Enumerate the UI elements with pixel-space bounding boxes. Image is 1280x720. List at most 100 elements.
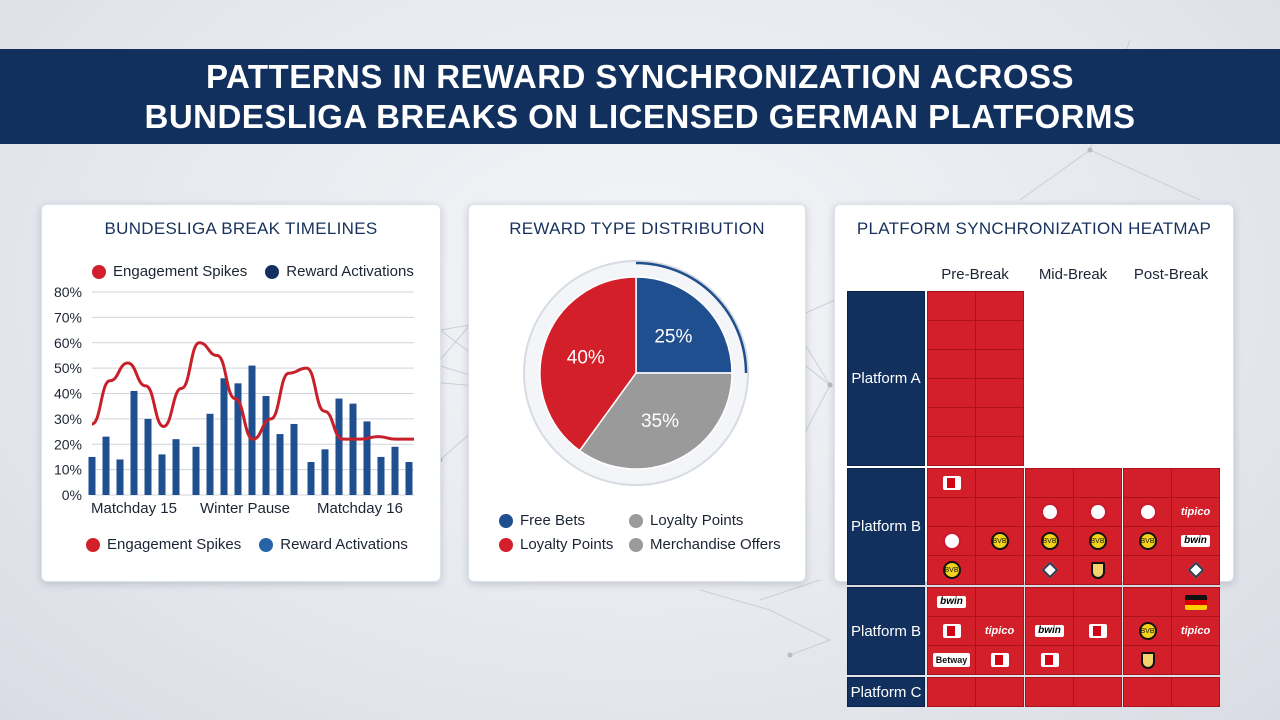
bundesliga-logo-icon	[942, 624, 961, 638]
heatmap-cell	[927, 407, 976, 437]
heatmap-cell	[927, 616, 976, 646]
heatmap-cell	[1171, 645, 1220, 675]
heatmap-cell	[1025, 555, 1074, 585]
pie-slice-label: 35%	[641, 411, 679, 432]
reward-activation-bar	[405, 462, 413, 495]
heatmap-cell	[927, 497, 976, 527]
x-category-label: Matchday 16	[317, 500, 403, 517]
y-tick-label: 10%	[54, 462, 82, 478]
heatmap-cell	[1025, 497, 1074, 527]
heatmap-cell: bwin	[927, 587, 976, 617]
legend-red-dot	[92, 264, 106, 279]
fc-bayern-crest-icon	[1040, 503, 1059, 521]
heatmap-cell	[1073, 616, 1122, 646]
hsv-crest-icon	[1187, 561, 1204, 579]
heatmap-row-header: Platform A	[847, 291, 925, 466]
heatmap-cell	[927, 468, 976, 498]
timeline-chart: 0% 10% 20% 30% 40% 50% 60% 70% 80% Matchday 15 Win…	[54, 284, 414, 517]
heatmap-cell	[975, 349, 1024, 379]
heatmap-cell	[1025, 587, 1074, 617]
heatmap-cell	[1123, 497, 1172, 527]
heatmap-cell	[1025, 645, 1074, 675]
bundesliga-logo-icon	[1040, 653, 1059, 667]
heatmap-cell	[975, 468, 1024, 498]
reward-activation-bar	[290, 423, 298, 495]
heatmap-cell: tipico	[1171, 497, 1220, 527]
timeline-panel: BUNDESLIGA BREAK TIMELINES Engagement Sp…	[41, 204, 441, 582]
bvb-crest-icon: BVB	[1138, 622, 1157, 640]
heatmap-cell	[975, 320, 1024, 350]
bundesliga-logo-icon	[1088, 624, 1107, 638]
y-tick-label: 80%	[54, 284, 82, 300]
reward-activation-bar	[363, 421, 371, 495]
pie-chart: 25% 35% 40%	[523, 260, 749, 486]
heatmap-cell	[927, 291, 976, 321]
bwin-logo: bwin	[1035, 625, 1064, 637]
heatmap-cell	[975, 645, 1024, 675]
pie-legend-item-1: Free Bets	[499, 512, 585, 529]
y-tick-label: 50%	[54, 360, 82, 376]
reward-activation-bar	[349, 403, 357, 495]
legend-reward-activations: Reward Activations	[265, 263, 414, 280]
y-tick-label: 70%	[54, 309, 82, 325]
title-line-2: BUNDESLIGA BREAKS ON LICENSED GERMAN PLA…	[144, 97, 1136, 135]
reward-activation-bar	[192, 446, 200, 495]
heatmap-cell	[1123, 555, 1172, 585]
heatmap-cell: Betway	[927, 645, 976, 675]
pie-slice	[635, 276, 733, 374]
bwin-logo: bwin	[937, 596, 966, 608]
y-tick-label: 40%	[54, 386, 82, 402]
x-category-label: Matchday 15	[91, 500, 177, 517]
pie-legend-dot-1	[499, 513, 513, 528]
heatmap-cell: BVB	[1073, 526, 1122, 556]
betway-logo: Betway	[932, 653, 971, 667]
pie-legend-label-2: Loyalty Points	[650, 512, 744, 529]
reward-activation-bar	[116, 459, 124, 495]
heatmap-cell	[927, 677, 976, 707]
reward-activation-bar	[276, 434, 284, 495]
heatmap-cell	[1123, 645, 1172, 675]
legend-engagement-spikes: Engagement Spikes	[92, 263, 247, 280]
reward-activation-bar	[158, 454, 166, 495]
heatmap-cell	[1123, 587, 1172, 617]
heatmap-cell	[975, 436, 1024, 466]
pie-legend-dot-4	[629, 537, 643, 552]
reward-activation-bar	[206, 413, 214, 495]
pie-highlight-arc	[635, 261, 748, 374]
tipico-logo: tipico	[1180, 625, 1211, 637]
heatmap-cell	[1025, 677, 1074, 707]
heatmap-column-header: Post-Break	[1133, 266, 1209, 283]
pie-slice	[578, 372, 733, 470]
fc-bayern-crest-icon	[942, 532, 961, 550]
heatmap-column-header: Mid-Break	[1038, 266, 1108, 283]
y-tick-label: 20%	[54, 436, 82, 452]
german-flag-icon	[1184, 594, 1207, 610]
legend-bottom-reward: Reward Activations	[259, 536, 408, 553]
bvb-crest-icon: BVB	[942, 561, 961, 579]
bvb-crest-icon: BVB	[990, 532, 1009, 550]
pie-legend-label-3: Loyalty Points	[520, 536, 614, 553]
heatmap-cell: BVB	[927, 555, 976, 585]
heatmap-cell	[1073, 555, 1122, 585]
heatmap-cell	[975, 291, 1024, 321]
heatmap-cell	[1171, 677, 1220, 707]
title-line-1: PATTERNS IN REWARD SYNCHRONIZATION ACROS…	[205, 57, 1075, 95]
heatmap-cell: tipico	[1171, 616, 1220, 646]
heatmap-panel: PLATFORM SYNCHRONIZATION HEATMAP Pre-Bre…	[834, 204, 1234, 707]
pie-legend-label-4: Merchandise Offers	[650, 536, 781, 553]
hsv-crest-icon	[1041, 561, 1058, 579]
pie-chart-title: REWARD TYPE DISTRIBUTION	[509, 219, 765, 238]
heatmap-cell: BVB	[1123, 526, 1172, 556]
legend-reward-label: Reward Activations	[286, 263, 414, 280]
heatmap-cell: BVB	[975, 526, 1024, 556]
reward-activation-bar	[88, 456, 96, 495]
heatmap-cell	[927, 349, 976, 379]
pie-legend-item-2: Loyalty Points	[629, 512, 743, 529]
legend-navy-dot	[265, 264, 280, 279]
heatmap-cell	[975, 587, 1024, 617]
heatmap-cell	[927, 436, 976, 466]
tipico-logo: tipico	[1180, 506, 1211, 518]
heatmap-cell	[975, 497, 1024, 527]
pie-legend-item-4: Merchandise Offers	[629, 536, 781, 553]
legend-bottom-reward-label: Reward Activations	[280, 536, 408, 553]
